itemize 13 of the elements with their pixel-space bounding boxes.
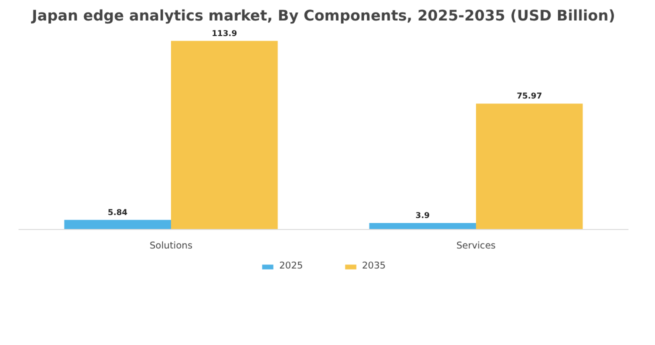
bar: [369, 223, 476, 230]
data-label: 5.84: [108, 208, 128, 217]
bar: [476, 104, 583, 230]
bar: [171, 40, 278, 230]
x-tick-label: Solutions: [150, 240, 193, 252]
legend-label: 2035: [362, 260, 386, 272]
data-label: 3.9: [416, 211, 430, 220]
data-label: 113.9: [212, 28, 238, 38]
x-tick-label: Services: [456, 240, 496, 252]
chart-title: Japan edge analytics market, By Components, 2025-2035 (USD Billion): [30, 8, 616, 24]
data-label: 75.97: [516, 92, 542, 101]
bar: [64, 220, 171, 230]
legend-label: 2025: [279, 260, 303, 272]
